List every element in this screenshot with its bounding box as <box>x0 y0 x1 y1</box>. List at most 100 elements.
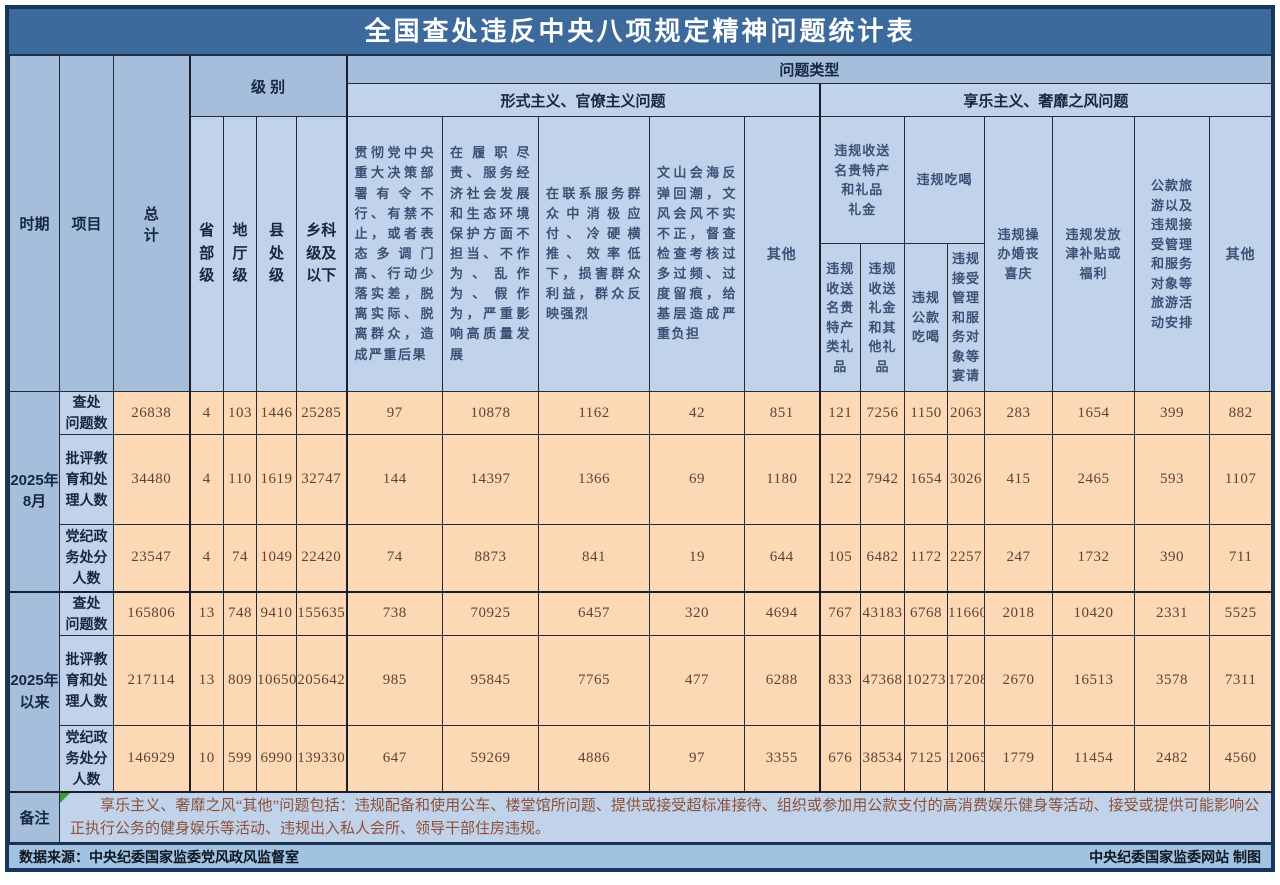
data-cell: 23547 <box>113 524 190 592</box>
data-cell: 676 <box>818 724 862 793</box>
col-header-township-level: 乡科 级及 以下 <box>295 116 348 392</box>
col-header-prefecture-level: 地 厅 级 <box>223 116 257 392</box>
col-header-formalism-3: 在联系服务群众中消极应付、冷硬横推、效率低下，损害群众利益，群众反映强烈 <box>538 116 651 392</box>
row-label: 批评教 育和处 理人数 <box>59 434 114 525</box>
table-footer: 备注 享乐主义、奢靡之风“其他”问题包括：违规配备和使用公车、楼堂馆所问题、提供… <box>9 791 1273 843</box>
data-cell: 97 <box>345 391 444 435</box>
credit-text: 中央纪委国家监委网站 制图 <box>1089 848 1261 865</box>
data-cell: 2482 <box>1134 724 1211 793</box>
data-cell: 10650 <box>256 634 297 726</box>
data-cell: 16513 <box>1052 634 1136 726</box>
data-cell: 6457 <box>538 590 651 636</box>
data-cell: 165806 <box>113 590 190 636</box>
data-cell: 283 <box>984 391 1054 435</box>
row-label: 查处 问题数 <box>59 590 114 636</box>
data-cell: 2018 <box>984 590 1054 636</box>
data-cell: 8873 <box>442 524 540 592</box>
col-header-total: 总 计 <box>113 55 190 392</box>
data-cell: 10420 <box>1052 590 1136 636</box>
data-cell: 95845 <box>442 634 540 726</box>
data-cell: 2331 <box>1134 590 1211 636</box>
table-row: 批评教 育和处 理人数 217114 13 809 10650 205642 985 9584… <box>10 634 1273 726</box>
data-cell: 1619 <box>256 434 297 525</box>
col-header-period: 时期 <box>9 55 60 392</box>
data-cell: 47368 <box>860 634 906 726</box>
data-cell: 7765 <box>538 634 651 726</box>
data-cell: 4886 <box>538 724 651 793</box>
col-header-dining-banquets: 违规接受管理和服务对象等宴请 <box>947 243 986 392</box>
col-header-allowances: 违规发放 津补贴或 福利 <box>1052 116 1136 392</box>
data-cell: 1779 <box>984 724 1054 793</box>
col-header-hedonism-other: 其他 <box>1209 116 1273 392</box>
data-cell: 2465 <box>1052 434 1136 525</box>
data-cell: 4694 <box>744 590 821 636</box>
data-cell: 4 <box>188 524 224 592</box>
remark-label: 备注 <box>9 791 60 843</box>
data-cell: 10 <box>188 724 224 793</box>
data-cell: 22420 <box>295 524 348 592</box>
data-cell: 146929 <box>113 724 190 793</box>
data-cell: 25285 <box>295 391 348 435</box>
data-cell: 2257 <box>947 524 986 592</box>
col-header-formalism-4: 文山会海反弹回潮，文风会风不实不正，督查检查考核过多过频、过度留痕，给基层造成严… <box>649 116 746 392</box>
remark-row: 备注 享乐主义、奢靡之风“其他”问题包括：违规配备和使用公车、楼堂馆所问题、提供… <box>9 791 1273 843</box>
table-row: 党纪政 务处分 人数 146929 10 599 6990 139330 647 59269 4… <box>10 724 1273 793</box>
data-cell: 4 <box>188 434 224 525</box>
col-header-county-level: 县 处 级 <box>256 116 297 392</box>
data-cell: 144 <box>345 434 444 525</box>
data-cell: 1049 <box>256 524 297 592</box>
table-header: 时期 项目 总 计 级 别 问题类型 形式主义、官僚主义问题 享乐主义、奢靡之风… <box>9 55 1273 392</box>
header-row-columns: 省 部 级 地 厅 级 县 处 级 乡科 级及 以下 贯彻党中央重大决策部署有令… <box>10 116 1273 392</box>
data-cell: 599 <box>223 724 257 793</box>
col-header-formalism-1: 贯彻党中央重大决策部署有令不行、有禁不止，或者表态多调门高、行动少落实差，脱离实… <box>345 116 444 392</box>
period-cell: 2025年 以来 <box>9 590 60 793</box>
data-cell: 14397 <box>442 434 540 525</box>
data-cell: 2063 <box>947 391 986 435</box>
data-cell: 38534 <box>860 724 906 793</box>
statistics-table: 时期 项目 总 计 级 别 问题类型 形式主义、官僚主义问题 享乐主义、奢靡之风… <box>9 55 1273 843</box>
table-body: 2025年 8月 查处 问题数 26838 4 103 1446 25285 97 10878 1… <box>9 391 1273 793</box>
period-cell: 2025年 8月 <box>9 391 60 592</box>
data-cell: 70925 <box>442 590 540 636</box>
data-cell: 6990 <box>256 724 297 793</box>
data-cell: 11454 <box>1052 724 1136 793</box>
data-cell: 809 <box>223 634 257 726</box>
data-cell: 1107 <box>1209 434 1273 525</box>
data-cell: 1732 <box>1052 524 1136 592</box>
row-label: 查处 问题数 <box>59 391 114 435</box>
data-cell: 1654 <box>1052 391 1136 435</box>
data-cell: 738 <box>345 590 444 636</box>
data-cell: 593 <box>1134 434 1211 525</box>
table-row: 2025年 以来 查处 问题数 165806 13 748 9410 155635 738 70… <box>9 590 1273 793</box>
data-cell: 97 <box>649 724 746 793</box>
data-cell: 711 <box>1209 524 1273 592</box>
remark-text: 享乐主义、奢靡之风“其他”问题包括：违规配备和使用公车、楼堂馆所问题、提供或接受… <box>58 791 1273 843</box>
data-cell: 477 <box>649 634 746 726</box>
data-cell: 833 <box>818 634 862 726</box>
data-cell: 644 <box>744 524 821 592</box>
data-cell: 1654 <box>904 434 949 525</box>
data-cell: 7256 <box>860 391 906 435</box>
data-cell: 11660 <box>947 590 986 636</box>
data-cell: 6482 <box>860 524 906 592</box>
data-cell: 1180 <box>744 434 821 525</box>
col-header-province-level: 省 部 级 <box>188 116 224 392</box>
data-cell: 1162 <box>538 391 651 435</box>
data-cell: 105 <box>818 524 862 592</box>
data-cell: 32747 <box>295 434 348 525</box>
header-row-groups: 时期 项目 总 计 级 别 问题类型 <box>9 55 1273 392</box>
data-cell: 74 <box>345 524 444 592</box>
data-cell: 1446 <box>256 391 297 435</box>
data-cell: 4 <box>188 391 224 435</box>
data-cell: 247 <box>984 524 1054 592</box>
table-row: 批评教 育和处 理人数 34480 4 110 1619 32747 144 14397 136… <box>10 434 1273 525</box>
data-cell: 2670 <box>984 634 1054 726</box>
data-cell: 9410 <box>256 590 297 636</box>
data-cell: 415 <box>984 434 1054 525</box>
col-group-dining: 违规吃喝 <box>904 116 986 244</box>
data-cell: 217114 <box>113 634 190 726</box>
col-header-gifts-specialty: 违规收送名贵特产类礼品 <box>818 243 862 392</box>
data-cell: 205642 <box>295 634 348 726</box>
col-header-dining-public-funds: 违规公款吃喝 <box>904 243 949 392</box>
data-cell: 121 <box>818 391 862 435</box>
